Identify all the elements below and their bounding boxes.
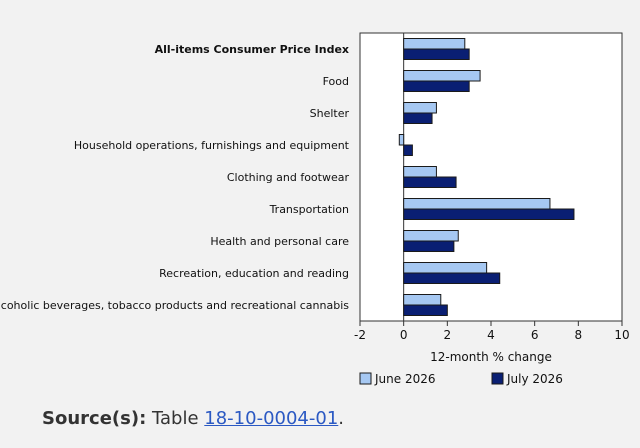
x-axis-title: 12-month % change: [430, 350, 552, 364]
category-label: Clothing and footwear: [227, 171, 350, 184]
bar: [403, 294, 442, 306]
category-label: Shelter: [310, 107, 350, 120]
legend-swatch: [491, 372, 504, 385]
x-tick-label: 8: [575, 328, 583, 342]
x-tick-label: -2: [354, 328, 366, 342]
bar: [403, 272, 501, 284]
bar: [403, 38, 466, 50]
bar: [403, 304, 448, 316]
bar: [403, 176, 457, 188]
category-label: Alcoholic beverages, tobacco products an…: [0, 299, 349, 312]
bar: [403, 102, 437, 114]
chart: -2 0 2 4 6 8 10 12-month % change All-items Cons…: [0, 32, 630, 386]
category-label: All-items Consumer Price Index: [155, 43, 349, 56]
bar: [403, 166, 437, 178]
x-tick-label: 2: [444, 328, 452, 342]
source-table-link[interactable]: 18-10-0004-01: [204, 408, 339, 429]
x-tick-label: 4: [487, 328, 495, 342]
bar: [403, 48, 470, 60]
legend-swatch: [359, 372, 372, 385]
source-note: Source(s): Table 18-10-0004-01.: [42, 408, 344, 429]
category-label: Food: [323, 75, 349, 88]
category-label: Health and personal care: [210, 235, 349, 248]
source-text: Table: [152, 408, 199, 429]
bar: [398, 134, 405, 146]
category-label: Transportation: [269, 203, 349, 216]
x-tick-label: 10: [614, 328, 629, 342]
x-tick-label: 0: [400, 328, 408, 342]
x-tick-label: 6: [531, 328, 539, 342]
category-label: Recreation, education and reading: [159, 267, 349, 280]
bar: [403, 208, 575, 220]
bar: [403, 230, 459, 242]
bar: [403, 262, 488, 274]
bar: [403, 198, 551, 210]
source-suffix: .: [338, 408, 345, 429]
bar: [403, 70, 481, 82]
category-label: Household operations, furnishings and eq…: [74, 139, 350, 152]
source-label: Source(s):: [42, 408, 147, 429]
bar: [403, 80, 470, 92]
legend-label: June 2026: [374, 372, 436, 386]
bar: [403, 144, 413, 156]
bar: [403, 112, 433, 124]
bar: [403, 240, 455, 252]
legend-label: July 2026: [506, 372, 563, 386]
